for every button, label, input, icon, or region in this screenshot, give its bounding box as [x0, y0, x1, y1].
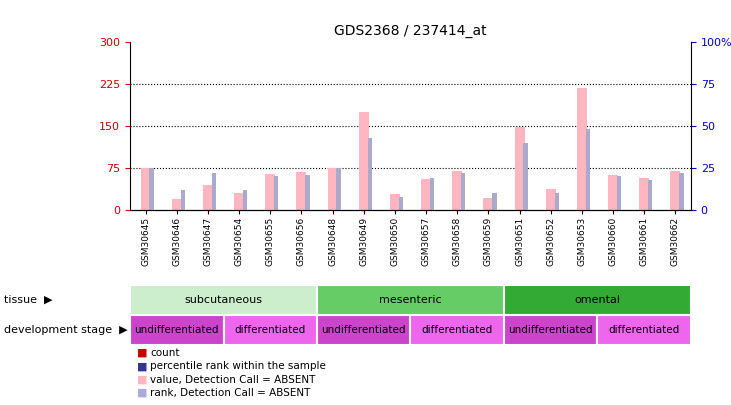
Text: differentiated: differentiated [609, 325, 680, 335]
Bar [430, 178, 434, 210]
Text: development stage  ▶: development stage ▶ [4, 325, 127, 335]
Bar [203, 185, 213, 210]
Bar [483, 198, 493, 210]
Text: subcutaneous: subcutaneous [184, 295, 262, 305]
Bar [327, 168, 338, 210]
Bar [212, 173, 216, 210]
Text: undifferentiated: undifferentiated [135, 325, 219, 335]
Text: value, Detection Call = ABSENT: value, Detection Call = ABSENT [151, 375, 316, 385]
Bar [504, 285, 691, 315]
Bar [515, 127, 525, 210]
Text: mesenteric: mesenteric [379, 295, 442, 305]
Bar [317, 315, 411, 345]
Bar [368, 138, 372, 210]
Bar [617, 177, 621, 210]
Bar [317, 285, 504, 315]
Bar [140, 168, 151, 210]
Bar [597, 315, 691, 345]
Bar [359, 112, 368, 210]
Bar [421, 179, 431, 210]
Text: differentiated: differentiated [235, 325, 306, 335]
Text: tissue  ▶: tissue ▶ [4, 295, 52, 305]
Bar [452, 171, 462, 210]
Bar [274, 177, 279, 210]
Text: rank, Detection Call = ABSENT: rank, Detection Call = ABSENT [151, 388, 311, 398]
Bar [586, 130, 590, 210]
Bar [243, 190, 247, 210]
Text: undifferentiated: undifferentiated [509, 325, 593, 335]
Bar [234, 193, 244, 210]
Bar [648, 180, 652, 210]
Bar [181, 190, 185, 210]
Bar [149, 168, 154, 210]
Bar [390, 194, 400, 210]
Bar [411, 315, 504, 345]
Bar [172, 199, 182, 210]
Text: ■: ■ [137, 375, 148, 385]
Text: omental: omental [575, 295, 621, 305]
Bar [492, 193, 496, 210]
Bar [224, 315, 317, 345]
Bar [306, 175, 310, 210]
Bar [577, 88, 587, 210]
Text: ■: ■ [137, 348, 148, 358]
Text: ■: ■ [137, 361, 148, 371]
Bar [546, 189, 556, 210]
Text: count: count [151, 348, 180, 358]
Text: percentile rank within the sample: percentile rank within the sample [151, 361, 326, 371]
Bar [130, 315, 224, 345]
Bar [265, 174, 276, 210]
Bar [336, 168, 341, 210]
Bar [555, 193, 559, 210]
Bar [608, 175, 618, 210]
Title: GDS2368 / 237414_at: GDS2368 / 237414_at [334, 24, 487, 38]
Bar [523, 143, 528, 210]
Bar [398, 196, 403, 210]
Bar [670, 171, 681, 210]
Bar [679, 173, 683, 210]
Bar [130, 285, 317, 315]
Bar [461, 173, 466, 210]
Bar [640, 177, 649, 210]
Text: undifferentiated: undifferentiated [322, 325, 406, 335]
Bar [504, 315, 597, 345]
Text: ■: ■ [137, 388, 148, 398]
Bar [297, 172, 306, 210]
Text: differentiated: differentiated [422, 325, 493, 335]
